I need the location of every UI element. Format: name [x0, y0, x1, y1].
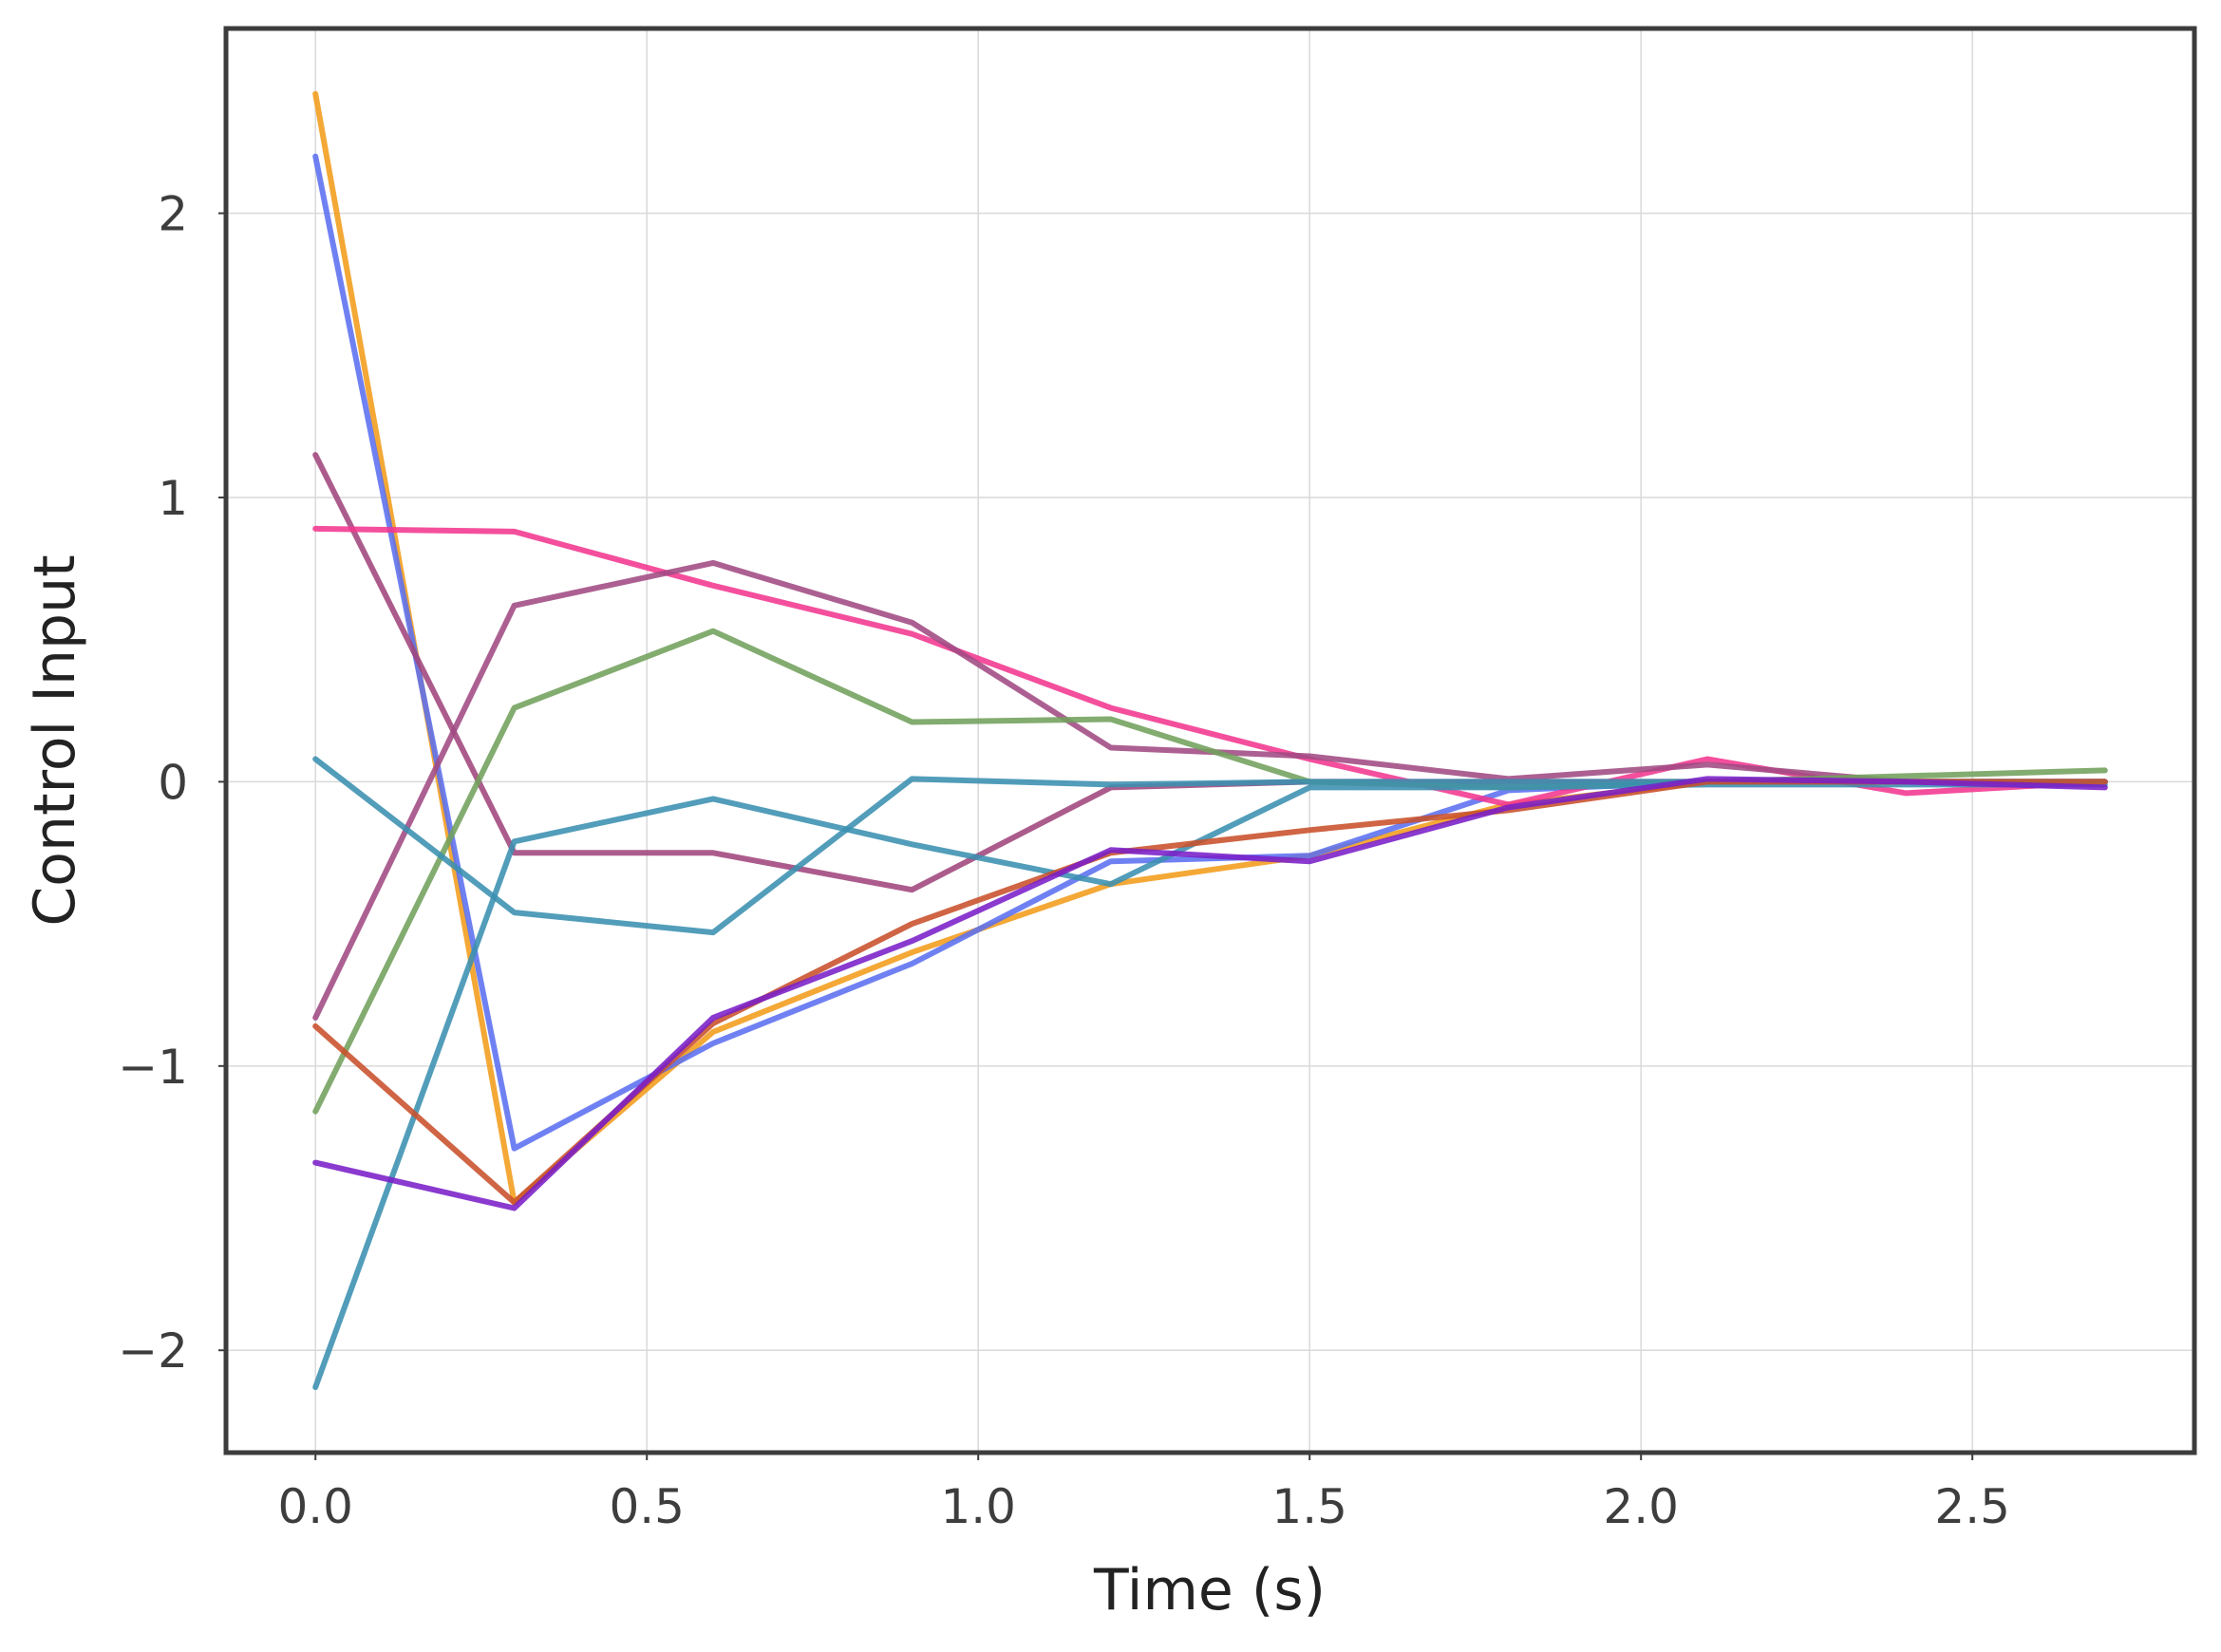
series-line-purple: [312, 776, 2108, 1211]
y-tick-label: −1: [118, 1040, 188, 1095]
y-axis-label: Control Input: [22, 554, 88, 926]
y-tick-label: −2: [118, 1323, 188, 1379]
y-tick-label: 0: [158, 755, 188, 810]
plot-frame: [223, 26, 2197, 1455]
y-tick-label: 1: [158, 471, 188, 526]
series-line-steel-teal: [312, 781, 2108, 1391]
x-tick-label: 1.5: [1271, 1479, 1347, 1534]
x-tick-label: 2.0: [1603, 1479, 1679, 1534]
y-axis-ticks: −2 −1 0 1 2: [118, 187, 226, 1379]
series-line-pink: [312, 525, 2108, 808]
y-tick-label: 2: [158, 187, 188, 242]
series-lines: [312, 90, 2108, 1391]
series-line-blue: [312, 153, 2108, 1152]
x-axis-ticks: 0.0 0.5 1.0 1.5 2.0 2.5: [277, 1453, 2010, 1534]
x-tick-label: 1.0: [940, 1479, 1016, 1534]
x-tick-label: 2.5: [1934, 1479, 2010, 1534]
x-tick-label: 0.0: [277, 1479, 353, 1534]
grid-lines: [226, 28, 2194, 1453]
x-axis-label: Time (s): [1093, 1557, 1326, 1624]
series-line-mauve: [312, 559, 2108, 1021]
x-tick-label: 0.5: [609, 1479, 685, 1534]
series-line-orange: [312, 90, 2108, 1206]
